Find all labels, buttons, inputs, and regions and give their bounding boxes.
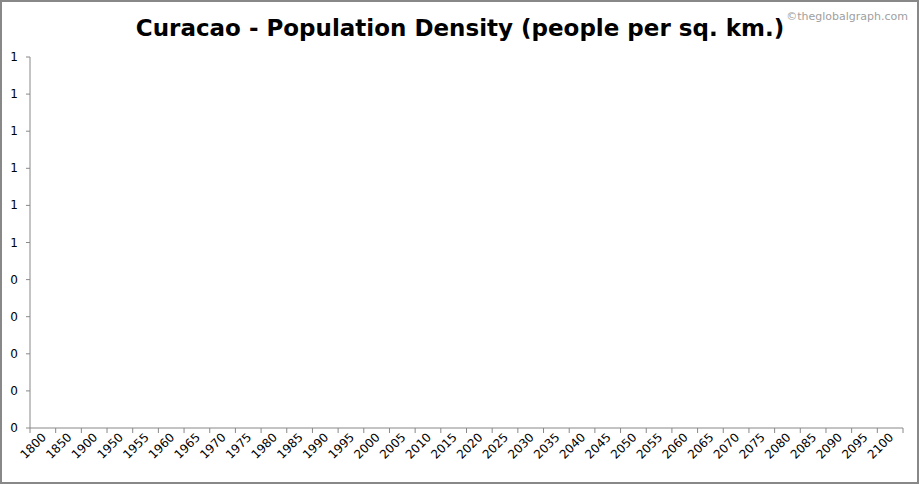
x-tick xyxy=(132,428,133,433)
x-tick-label: 1975 xyxy=(223,430,254,461)
x-tick-label: 2050 xyxy=(608,430,639,461)
x-tick-label: 2010 xyxy=(403,430,434,461)
y-tick-label: 1 xyxy=(10,198,18,212)
x-tick-label: 2000 xyxy=(351,430,382,461)
x-tick xyxy=(774,428,775,433)
x-tick xyxy=(723,428,724,433)
x-tick xyxy=(363,428,364,433)
x-tick-label: 2015 xyxy=(428,430,459,461)
x-tick-label: 2040 xyxy=(557,430,588,461)
y-tick-label: 0 xyxy=(10,347,18,361)
y-tick-label: 0 xyxy=(10,421,18,435)
x-tick-label: 2085 xyxy=(788,430,819,461)
y-axis xyxy=(30,57,31,428)
x-tick xyxy=(158,428,159,433)
x-tick-label: 2035 xyxy=(531,430,562,461)
x-tick-label: 2080 xyxy=(762,430,793,461)
x-tick-label: 2025 xyxy=(480,430,511,461)
y-tick-label: 1 xyxy=(10,236,18,250)
x-tick-label: 2045 xyxy=(582,430,613,461)
x-tick-label: 1960 xyxy=(146,430,177,461)
x-tick-label: 1995 xyxy=(326,430,357,461)
y-tick-label: 1 xyxy=(10,87,18,101)
x-tick xyxy=(594,428,595,433)
y-tick xyxy=(26,168,30,169)
x-tick-label: 1990 xyxy=(300,430,331,461)
y-tick xyxy=(26,57,30,58)
x-tick-label: 1970 xyxy=(197,430,228,461)
x-tick xyxy=(338,428,339,433)
y-tick xyxy=(26,279,30,280)
x-tick-label: 2090 xyxy=(813,430,844,461)
y-tick-label: 0 xyxy=(10,310,18,324)
x-tick-label: 2095 xyxy=(839,430,870,461)
x-tick xyxy=(877,428,878,433)
x-tick xyxy=(517,428,518,433)
watermark: ©theglobalgraph.com xyxy=(786,10,908,23)
x-tick xyxy=(620,428,621,433)
y-tick-label: 0 xyxy=(10,384,18,398)
x-tick-label: 1955 xyxy=(120,430,151,461)
x-tick xyxy=(748,428,749,433)
x-tick xyxy=(30,428,31,433)
x-tick-label: 2020 xyxy=(454,430,485,461)
x-tick-label: 1900 xyxy=(69,430,100,461)
x-tick xyxy=(492,428,493,433)
chart-border xyxy=(1,1,918,483)
x-tick-label: 1980 xyxy=(249,430,280,461)
x-tick xyxy=(851,428,852,433)
x-tick xyxy=(415,428,416,433)
y-tick-label: 1 xyxy=(10,50,18,64)
x-tick xyxy=(466,428,467,433)
x-tick xyxy=(81,428,82,433)
x-tick xyxy=(389,428,390,433)
x-tick xyxy=(235,428,236,433)
x-tick xyxy=(569,428,570,433)
x-tick-label: 1950 xyxy=(94,430,125,461)
y-tick xyxy=(26,316,30,317)
y-tick-label: 1 xyxy=(10,124,18,138)
y-tick xyxy=(26,390,30,391)
y-tick xyxy=(26,131,30,132)
x-tick xyxy=(440,428,441,433)
y-tick xyxy=(26,94,30,95)
x-tick-label: 2070 xyxy=(711,430,742,461)
x-tick-label: 2005 xyxy=(377,430,408,461)
y-tick xyxy=(26,353,30,354)
x-tick xyxy=(671,428,672,433)
x-tick-label: 2075 xyxy=(736,430,767,461)
x-tick xyxy=(903,428,904,433)
x-tick-label: 2055 xyxy=(634,430,665,461)
x-tick-label: 2065 xyxy=(685,430,716,461)
x-tick-label: 2060 xyxy=(659,430,690,461)
y-tick xyxy=(26,205,30,206)
x-tick xyxy=(800,428,801,433)
x-tick xyxy=(55,428,56,433)
x-tick-label: 2100 xyxy=(865,430,896,461)
x-tick xyxy=(184,428,185,433)
x-tick xyxy=(261,428,262,433)
y-tick-label: 0 xyxy=(10,273,18,287)
x-tick xyxy=(646,428,647,433)
x-tick xyxy=(286,428,287,433)
x-tick xyxy=(697,428,698,433)
x-tick xyxy=(209,428,210,433)
chart: Curacao - Population Density (people per… xyxy=(0,0,919,484)
y-tick-label: 1 xyxy=(10,161,18,175)
x-tick-label: 1800 xyxy=(17,430,48,461)
title: Curacao - Population Density (people per… xyxy=(136,15,784,41)
x-tick-label: 1985 xyxy=(274,430,305,461)
x-tick-label: 2030 xyxy=(505,430,536,461)
y-tick xyxy=(26,242,30,243)
x-tick xyxy=(543,428,544,433)
y-tick xyxy=(26,428,30,429)
x-tick-label: 1850 xyxy=(43,430,74,461)
x-tick-label: 1965 xyxy=(172,430,203,461)
x-tick xyxy=(107,428,108,433)
x-tick xyxy=(825,428,826,433)
x-tick xyxy=(312,428,313,433)
